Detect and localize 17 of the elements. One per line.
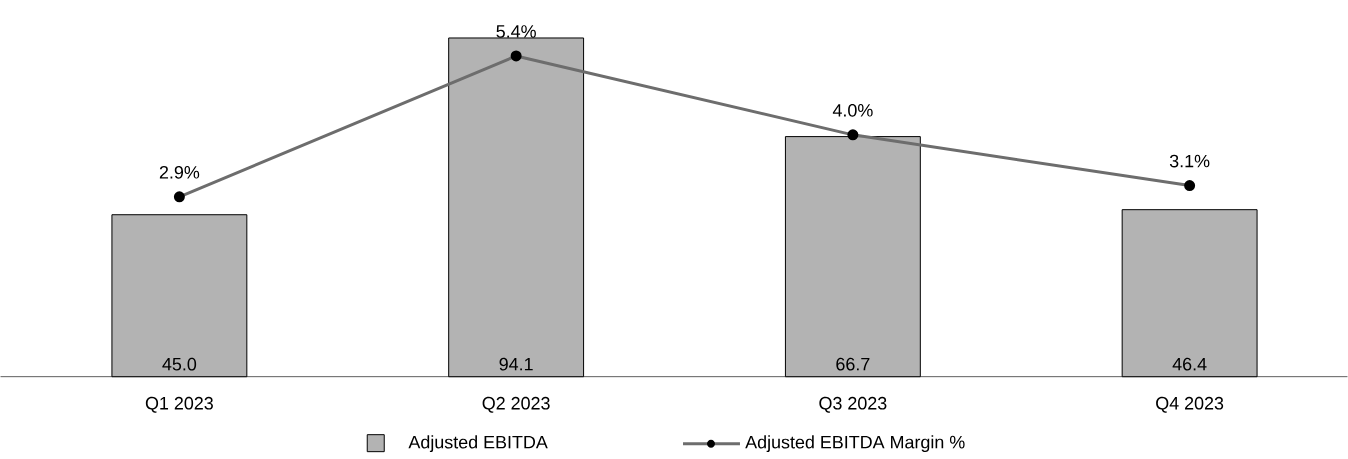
legend-label: Adjusted EBITDA Margin % [745,435,965,453]
data-label: 46.4 [1172,358,1207,371]
data-label: 94.1 [499,358,533,371]
bar [448,37,585,378]
data-label: 45.0 [162,358,197,371]
x-tick-label: Q4 2023 [1156,397,1224,413]
legend-label: Adjusted EBITDA [408,435,548,453]
data-label: 4.0% [832,104,873,117]
data-label: 3.1% [1169,154,1210,168]
x-tick-label: Q3 2023 [819,397,887,413]
x-tick-label: Q1 2023 [145,397,213,413]
bar [1121,209,1258,378]
data-label: 66.7 [836,358,870,371]
x-tick-label: Q2 2023 [482,397,550,413]
data-label: 5.4% [496,25,536,38]
bar [111,214,248,378]
data-label: 2.9% [159,166,200,179]
